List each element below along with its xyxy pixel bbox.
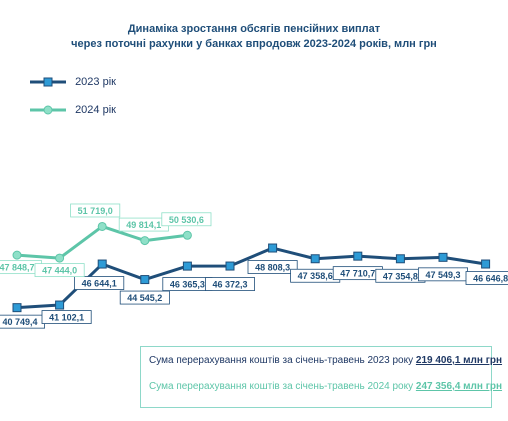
series-2023-label-2-box bbox=[74, 276, 125, 290]
series-2024-point-4 bbox=[182, 230, 192, 240]
series-2023-point-5 bbox=[225, 261, 235, 271]
legend-swatch-2023 bbox=[30, 77, 66, 87]
series-2023-label-8: 47 710,7 bbox=[340, 269, 375, 279]
series-2023-point-4 bbox=[182, 261, 192, 271]
series-2023-label-1: 41 102,1 bbox=[49, 313, 84, 323]
summary-2024: Сума перерахування коштів за січень-трав… bbox=[149, 381, 502, 392]
series-2023-point-6 bbox=[268, 243, 278, 253]
summary-box: Сума перерахування коштів за січень-трав… bbox=[140, 346, 502, 408]
series-2023-point-9 bbox=[395, 254, 405, 264]
legend-label-2023: 2023 рік bbox=[75, 76, 116, 89]
chart-title-line-1: Динаміка зростання обсягів пенсійних вип… bbox=[127, 23, 381, 35]
series-2024-point-2 bbox=[97, 221, 107, 231]
legend-item-2024: 2024 рік bbox=[30, 104, 116, 116]
series-2023-label-2: 46 644,1 bbox=[82, 279, 117, 289]
summary-2023-text: Сума перерахування коштів за січень-трав… bbox=[149, 355, 416, 366]
series-2024-point-3 bbox=[140, 236, 150, 246]
series-2023-line bbox=[16, 246, 486, 310]
chart-title: Динаміка зростання обсягів пенсійних вип… bbox=[0, 22, 508, 52]
series-2023-label-5: 46 372,3 bbox=[212, 280, 247, 290]
series-2023-label-0: 40 749,4 bbox=[2, 317, 37, 327]
legend-swatch-2024 bbox=[30, 105, 66, 115]
summary-2023: Сума перерахування коштів за січень-трав… bbox=[149, 355, 502, 366]
series-2023-label-3: 44 545,2 bbox=[127, 293, 162, 303]
series-2023-label-1-box bbox=[41, 310, 92, 324]
summary-2024-value: 247 356,4 млн грн bbox=[415, 381, 503, 392]
series-2023-point-2 bbox=[97, 259, 107, 269]
summary-2023-value: 219 406,1 млн грн bbox=[415, 355, 503, 366]
series-2023-label-9: 47 354,8 bbox=[383, 271, 418, 281]
series-2023-point-0 bbox=[12, 303, 22, 313]
series-2024-label-2: 51 719,0 bbox=[78, 206, 113, 216]
chart-title-line-2: через поточні рахунки у банках впродовж … bbox=[71, 38, 437, 50]
series-2023-label-6-box bbox=[247, 260, 298, 274]
series-2023-label-10: 47 549,3 bbox=[425, 270, 460, 280]
series-2024-label-1-box bbox=[34, 263, 85, 278]
legend-label-2024: 2024 рік bbox=[75, 104, 116, 117]
series-2023-label-6: 48 808,3 bbox=[255, 263, 290, 273]
series-2024-label-2-box bbox=[70, 203, 121, 218]
summary-2024-text: Сума перерахування коштів за січень-трав… bbox=[149, 381, 416, 392]
series-2023-label-11: 46 646,8 bbox=[473, 274, 508, 284]
series-2023-point-11 bbox=[481, 259, 491, 269]
series-2024-label-0: 47 848,7 bbox=[0, 263, 35, 273]
series-2023-point-10 bbox=[438, 252, 448, 262]
series-2023-label-11-box bbox=[465, 271, 508, 285]
series-2024-label-1: 47 444,0 bbox=[42, 266, 77, 276]
series-2023-label-4: 46 365,3 bbox=[170, 280, 205, 290]
series-2024-point-1 bbox=[55, 253, 65, 263]
series-2023-label-5-box bbox=[204, 277, 255, 291]
legend-item-2023: 2023 рік bbox=[30, 76, 116, 88]
series-2023-point-3 bbox=[140, 275, 150, 285]
series-2024-label-4: 50 530,6 bbox=[169, 215, 204, 225]
series-2024-label-3: 49 814,1 bbox=[126, 220, 161, 230]
series-2023-label-3-box bbox=[119, 290, 170, 305]
series-2023-label-7: 47 358,6 bbox=[298, 271, 333, 281]
series-2024-point-0 bbox=[12, 250, 22, 260]
series-2023-point-7 bbox=[310, 254, 320, 264]
series-2024-label-4-box bbox=[161, 212, 212, 227]
series-2023-point-1 bbox=[55, 300, 65, 310]
series-2023-point-8 bbox=[353, 251, 363, 261]
